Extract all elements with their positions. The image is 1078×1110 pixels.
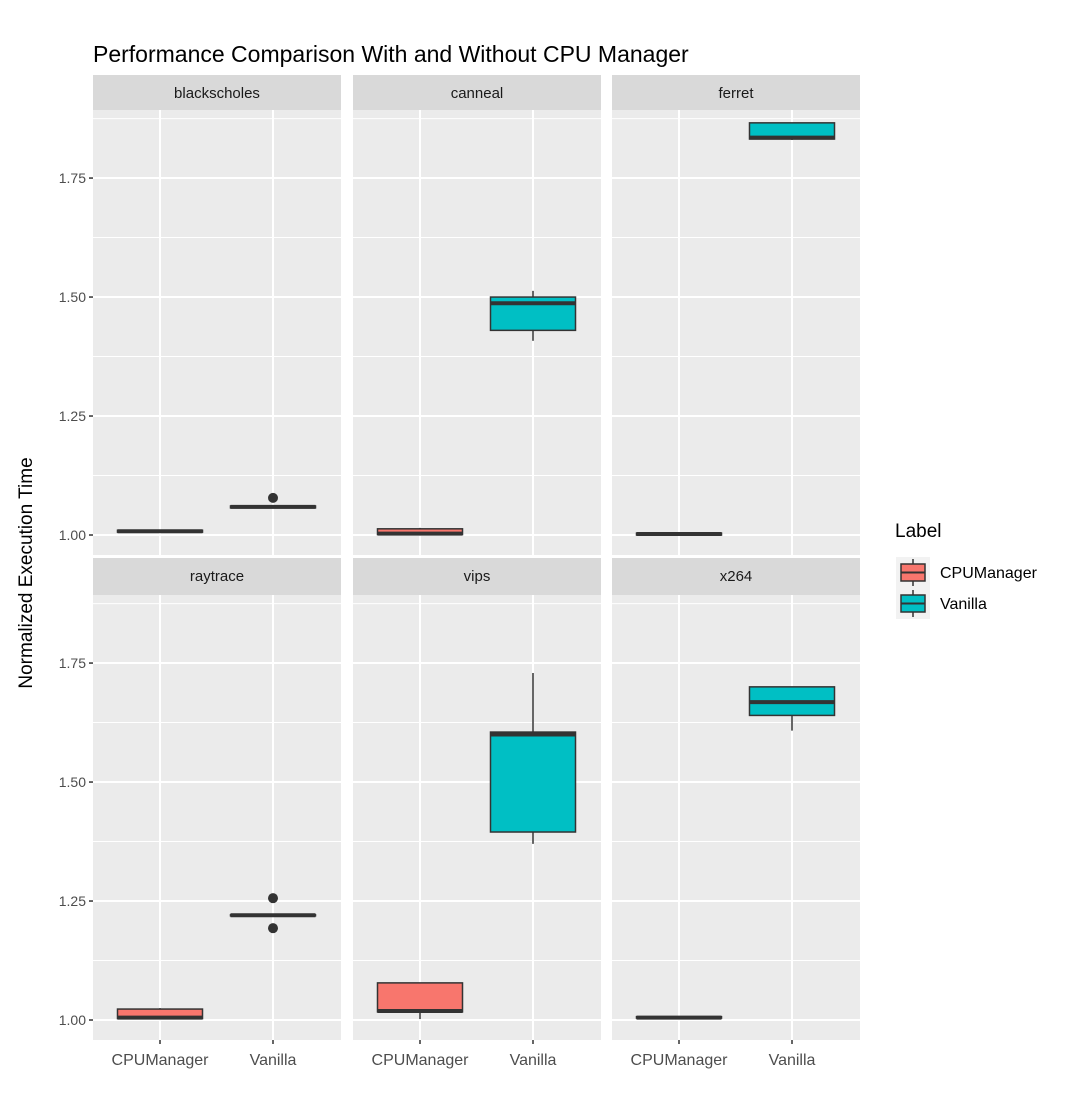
- y-tick-label: 1.25: [59, 408, 86, 424]
- box: [489, 731, 577, 833]
- box-Vanilla: [489, 290, 577, 341]
- box-CPUManager: [635, 1015, 723, 1020]
- y-tick-label: 1.00: [59, 527, 86, 543]
- y-tick-label: 1.75: [59, 655, 86, 671]
- box-Vanilla: [748, 686, 836, 731]
- x-tick-label: Vanilla: [510, 1052, 557, 1069]
- box-CPUManager: [376, 527, 464, 536]
- y-tick-label: 1.50: [59, 289, 86, 305]
- strip-label: canneal: [451, 85, 504, 102]
- legend-label: Vanilla: [940, 596, 987, 613]
- box: [376, 982, 464, 1013]
- panel-background: [93, 110, 341, 555]
- panel-background: [612, 595, 860, 1040]
- box-Vanilla: [229, 492, 317, 509]
- panel-background: [353, 110, 601, 555]
- panel-canneal: canneal: [353, 75, 601, 555]
- x-tick-label: CPUManager: [372, 1052, 470, 1069]
- panel-background: [612, 110, 860, 555]
- box-CPUManager: [635, 532, 723, 537]
- y-tick-label: 1.00: [59, 1012, 86, 1028]
- box-Vanilla: [748, 122, 836, 140]
- panel-blackscholes: blackscholes 1.00 1.25 1.50 1.75: [59, 75, 341, 555]
- strip: [612, 558, 860, 595]
- strip: [93, 558, 341, 595]
- box-Vanilla: [489, 673, 577, 844]
- strip: [353, 75, 601, 110]
- chart-title: Performance Comparison With and Without …: [93, 41, 689, 67]
- strip: [93, 75, 341, 110]
- panel-vips: vips CPUManager Vanilla: [353, 558, 601, 1069]
- box-CPUManager: [116, 529, 204, 534]
- strip: [612, 75, 860, 110]
- y-axis-label: Normalized Execution Time: [16, 457, 37, 688]
- strip-label: x264: [720, 568, 753, 585]
- y-tick-label: 1.75: [59, 170, 86, 186]
- x-tick-label: CPUManager: [631, 1052, 729, 1069]
- panel-ferret: ferret: [612, 75, 860, 555]
- box-CPUManager: [116, 1008, 204, 1020]
- panel-x264: x264 CPUManager Vanilla: [612, 558, 860, 1069]
- box-Vanilla: [229, 893, 317, 934]
- strip-label: ferret: [718, 85, 754, 102]
- legend-title: Label: [895, 521, 942, 542]
- x-tick-label: Vanilla: [769, 1052, 816, 1069]
- legend: Label CPUManager Vanilla: [895, 521, 1038, 619]
- y-tick-label: 1.50: [59, 774, 86, 790]
- outlier-point: [268, 492, 278, 503]
- strip: [353, 558, 601, 595]
- x-tick-label: Vanilla: [250, 1052, 297, 1069]
- outlier-point: [268, 923, 278, 934]
- panel-background: [93, 595, 341, 1040]
- y-tick-label: 1.25: [59, 893, 86, 909]
- panel-raytrace: raytrace 1.00 1.25 1.50 1.75 CPUManager Vanill…: [59, 558, 341, 1069]
- legend-label: CPUManager: [940, 565, 1038, 582]
- strip-label: vips: [464, 568, 491, 585]
- strip-label: raytrace: [190, 568, 244, 585]
- strip-label: blackscholes: [174, 85, 260, 102]
- x-tick-label: CPUManager: [112, 1052, 210, 1069]
- box-CPUManager: [376, 982, 464, 1020]
- outlier-point: [268, 893, 278, 904]
